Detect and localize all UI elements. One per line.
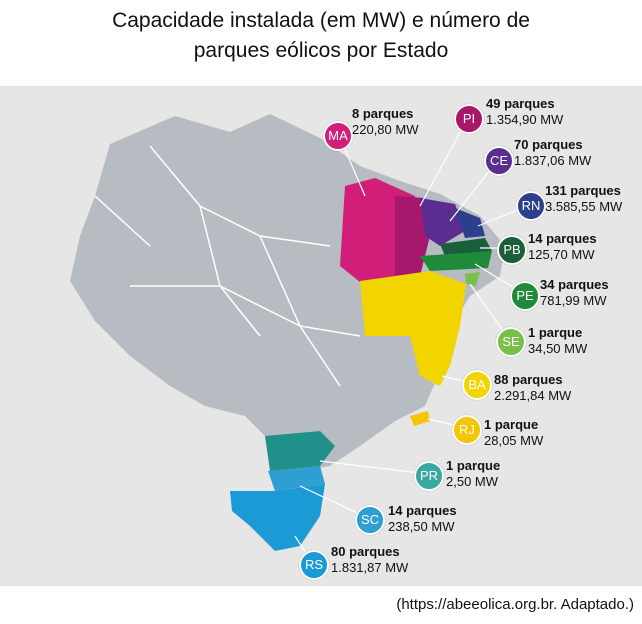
label-pr-parks: 1 parque [446, 458, 501, 473]
label-rs: 80 parques 1.831,87 MW [331, 544, 408, 576]
label-pi-capacity: 1.354,90 MW [486, 112, 564, 127]
source-citation: (https://abeeolica.org.br. Adaptado.) [396, 596, 634, 613]
brazil-map [70, 114, 533, 564]
title-line-2: parques eólicos por Estado [193, 39, 449, 62]
label-pe-parks: 34 parques [540, 277, 609, 292]
state-ce [420, 198, 465, 246]
label-rs-capacity: 1.831,87 MW [331, 560, 409, 575]
label-pe: 34 parques 781,99 MW [540, 277, 609, 309]
label-rn-capacity: 3.585,55 MW [545, 199, 623, 214]
label-ce-capacity: 1.837,06 MW [514, 153, 592, 168]
title-line-1: Capacidade instalada (em MW) e número de [112, 9, 530, 32]
label-pr-capacity: 2,50 MW [446, 474, 499, 489]
state-pe [420, 251, 492, 271]
state-rs [230, 484, 325, 551]
label-pr: 1 parque 2,50 MW [446, 458, 500, 490]
label-rj-capacity: 28,05 MW [484, 433, 544, 448]
badge-pi: PI [454, 104, 484, 134]
label-pb-parks: 14 parques [528, 231, 597, 246]
state-borders [94, 145, 361, 387]
label-se-parks: 1 parque [528, 325, 583, 340]
label-pi-parks: 49 parques [486, 96, 555, 111]
state-ba [360, 271, 466, 386]
label-sc: 14 parques 238,50 MW [388, 503, 457, 535]
label-pe-capacity: 781,99 MW [540, 293, 607, 308]
label-rj-parks: 1 parque [484, 417, 539, 432]
state-rj [410, 411, 430, 426]
badge-se: SE [496, 327, 526, 357]
chart-title: Capacidade instalada (em MW) e número de… [0, 6, 642, 66]
label-se: 1 parque 34,50 MW [528, 325, 587, 357]
state-pb [440, 238, 492, 256]
label-sc-parks: 14 parques [388, 503, 457, 518]
label-se-capacity: 34,50 MW [528, 341, 588, 356]
state-pr [265, 431, 335, 471]
badge-sc: SC [355, 505, 385, 535]
label-pb: 14 parques 125,70 MW [528, 231, 597, 263]
badge-pb: PB [497, 235, 527, 265]
label-ma: 8 parques 220,80 MW [352, 106, 418, 138]
badge-rn: RN [516, 191, 546, 221]
label-ce-parks: 70 parques [514, 137, 583, 152]
label-rs-parks: 80 parques [331, 544, 400, 559]
label-ce: 70 parques 1.837,06 MW [514, 137, 591, 169]
state-se [465, 272, 480, 286]
state-rn [455, 208, 485, 238]
badge-ba: BA [462, 370, 492, 400]
label-ma-parks: 8 parques [352, 106, 414, 121]
state-sc [268, 466, 325, 491]
badge-rs: RS [299, 550, 329, 580]
label-rn: 131 parques 3.585,55 MW [545, 183, 622, 215]
label-rn-parks: 131 parques [545, 183, 621, 198]
label-pi: 49 parques 1.354,90 MW [486, 96, 563, 128]
label-sc-capacity: 238,50 MW [388, 519, 455, 534]
label-ba-parks: 88 parques [494, 372, 563, 387]
label-ma-capacity: 220,80 MW [352, 122, 419, 137]
badge-rj: RJ [452, 415, 482, 445]
map-panel [0, 86, 642, 586]
badge-ce: CE [484, 146, 514, 176]
badge-pe: PE [510, 281, 540, 311]
state-pi [395, 196, 430, 286]
badge-ma: MA [323, 121, 353, 151]
label-rj: 1 parque 28,05 MW [484, 417, 543, 449]
label-pb-capacity: 125,70 MW [528, 247, 595, 262]
badge-pr: PR [414, 461, 444, 491]
label-ba: 88 parques 2.291,84 MW [494, 372, 571, 404]
label-ba-capacity: 2.291,84 MW [494, 388, 572, 403]
